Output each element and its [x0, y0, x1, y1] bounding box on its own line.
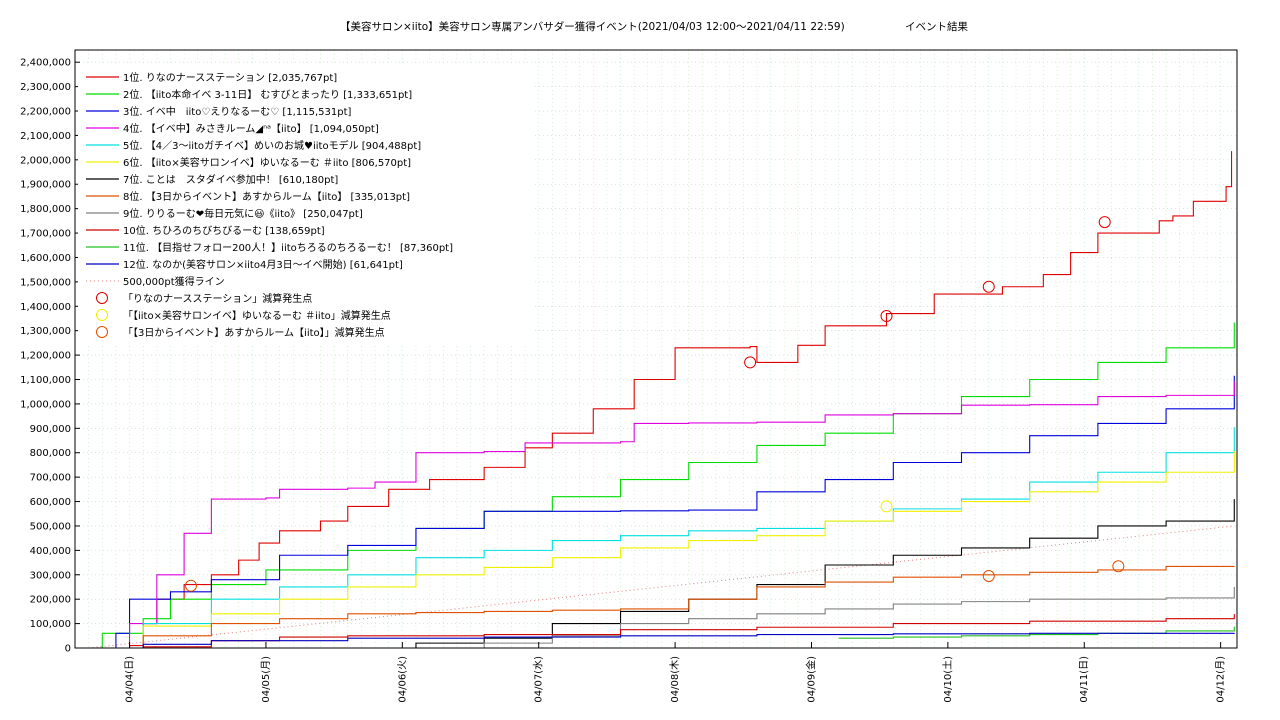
legend-label-target: 500,000pt獲得ライン [123, 275, 225, 288]
series-line-12 [88, 632, 1235, 649]
legend-label-7: 7位. ことは スタダイベ参加中！ [610,180pt] [123, 173, 338, 186]
legend-label-8: 8位. 【3日からイベント】あすからルーム【iito】 [335,013pt] [123, 190, 410, 203]
y-tick-label: 100,000 [30, 619, 71, 630]
y-tick-label: 2,400,000 [20, 58, 71, 69]
legend-label-5: 5位. 【4／3～iitoガチイベ】めいのお城♥iitoモデル [904,488… [123, 139, 421, 152]
y-axis: 0 100,000 200,000 300,000 400,000 500,000 600,… [20, 58, 80, 655]
chart-title: 【美容サロン×iito】美容サロン専属アンバサダー獲得イベント(2021/04/… [340, 20, 845, 33]
legend-label-6: 6位. 【iito×美容サロンイベ】ゆいなるーむ ＃iito [806,570p… [123, 156, 411, 169]
y-tick-label: 2,000,000 [20, 155, 71, 166]
x-tick-label: 04/06(火) [396, 656, 408, 703]
legend-background [78, 64, 533, 344]
y-tick-label: 1,600,000 [20, 253, 71, 264]
legend-label-11: 11位. 【目指せフォロー200人！】iitoちろるのちろるーむ！ [87,36… [123, 241, 453, 254]
legend-marker-label-1: 「りなのナースステーション」減算発生点 [123, 292, 312, 305]
y-tick-label: 1,200,000 [20, 351, 71, 362]
y-tick-label: 2,200,000 [20, 107, 71, 118]
y-tick-label: 600,000 [30, 497, 71, 508]
y-tick-label: 2,300,000 [20, 82, 71, 93]
series-line-1 [88, 151, 1233, 649]
y-tick-label: 400,000 [30, 546, 71, 557]
series-line-3 [88, 375, 1235, 649]
y-tick-label: 1,800,000 [20, 204, 71, 215]
y-tick-label: 1,700,000 [20, 229, 71, 240]
x-tick-label: 04/08(木) [669, 656, 681, 703]
marker-point-1 [744, 356, 757, 369]
y-tick-label: 1,300,000 [20, 326, 71, 337]
legend-label-12: 12位. なのか(美容サロン×iito4月3日～イベ開始) [61,641pt] [123, 258, 403, 271]
legend-label-3: 3位. イベ中 iito♡えりなるーむ♡ [1,115,531pt] [123, 105, 351, 118]
legend-label-10: 10位. ちひろのちびちびるーむ [138,659pt] [123, 224, 325, 237]
y-tick-label: 1,100,000 [20, 375, 71, 386]
x-tick-label: 04/09(金) [804, 656, 817, 703]
series-group [88, 151, 1235, 649]
y-tick-label: 1,000,000 [20, 399, 71, 410]
y-tick-label: 500,000 [30, 521, 71, 532]
legend-marker-1 [96, 292, 108, 304]
y-tick-label: 300,000 [30, 570, 71, 581]
x-tick-label: 04/10(土) [941, 656, 954, 703]
y-tick-label: 1,400,000 [20, 302, 71, 313]
legend: 1位. りなのナースステーション [2,035,767pt] 2位. 【iito本… [78, 64, 533, 344]
legend-marker-2 [96, 309, 108, 321]
series-line-8 [88, 565, 1235, 649]
marker-point-1 [880, 310, 893, 323]
x-axis: 04/04(日) 04/05(月) 04/06(火) 04/07(水) 04/08(木)… [125, 642, 1227, 703]
x-tick-label: 04/11(日) [1079, 656, 1090, 703]
series-line-6 [88, 451, 1235, 649]
y-tick-label: 0 [65, 644, 71, 655]
marker-point-2 [880, 500, 893, 513]
chart-subtitle: イベント結果 [905, 20, 968, 33]
marker-point-3 [1112, 560, 1125, 573]
legend-marker-label-3: 「【3日からイベント】あすからルーム【iito】」減算発生点 [123, 326, 385, 339]
markers-group [184, 216, 1125, 592]
x-tick-label: 04/12(月) [1215, 656, 1227, 703]
x-tick-label: 04/07(水) [533, 656, 545, 703]
marker-point-1 [982, 280, 995, 293]
marker-point-1 [1098, 216, 1111, 229]
series-line-7 [402, 499, 1235, 649]
grid [75, 50, 1237, 649]
target-line [88, 525, 1235, 649]
y-tick-label: 1,900,000 [20, 180, 71, 191]
y-tick-label: 900,000 [30, 424, 71, 435]
x-tick-label: 04/05(月) [260, 656, 272, 703]
legend-marker-3 [96, 326, 108, 338]
y-tick-label: 800,000 [30, 448, 71, 459]
y-tick-label: 2,100,000 [20, 131, 71, 142]
marker-point-3 [982, 569, 995, 582]
marker-point-3 [184, 579, 197, 592]
series-line-4 [88, 380, 1235, 649]
y-tick-label: 200,000 [30, 595, 71, 606]
legend-label-9: 9位. りりるーむ❤毎日元気に😃《iito》 [250,047pt] [123, 207, 363, 220]
series-line-11 [838, 626, 1235, 639]
series-line-2 [88, 322, 1235, 649]
y-tick-label: 1,500,000 [20, 277, 71, 288]
y-tick-label: 700,000 [30, 473, 71, 484]
series-line-5 [88, 427, 1235, 649]
series-line-9 [402, 586, 1235, 649]
x-tick-label: 04/04(日) [125, 656, 136, 703]
legend-label-2: 2位. 【iito本命イベ 3-11日】 むすびとまったり [1,333,651… [123, 88, 412, 101]
plot-frame [74, 49, 1238, 649]
legend-label-4: 4位. 【イベ中】みさきルーム◢ⁿᵃ【iito】 [1,094,050pt] [123, 122, 379, 135]
target-line-group [88, 525, 1235, 649]
legend-marker-label-2: 「【iito×美容サロンイベ】ゆいなるーむ ＃iito」減算発生点 [123, 309, 391, 322]
legend-label-1: 1位. りなのナースステーション [2,035,767pt] [123, 71, 337, 84]
